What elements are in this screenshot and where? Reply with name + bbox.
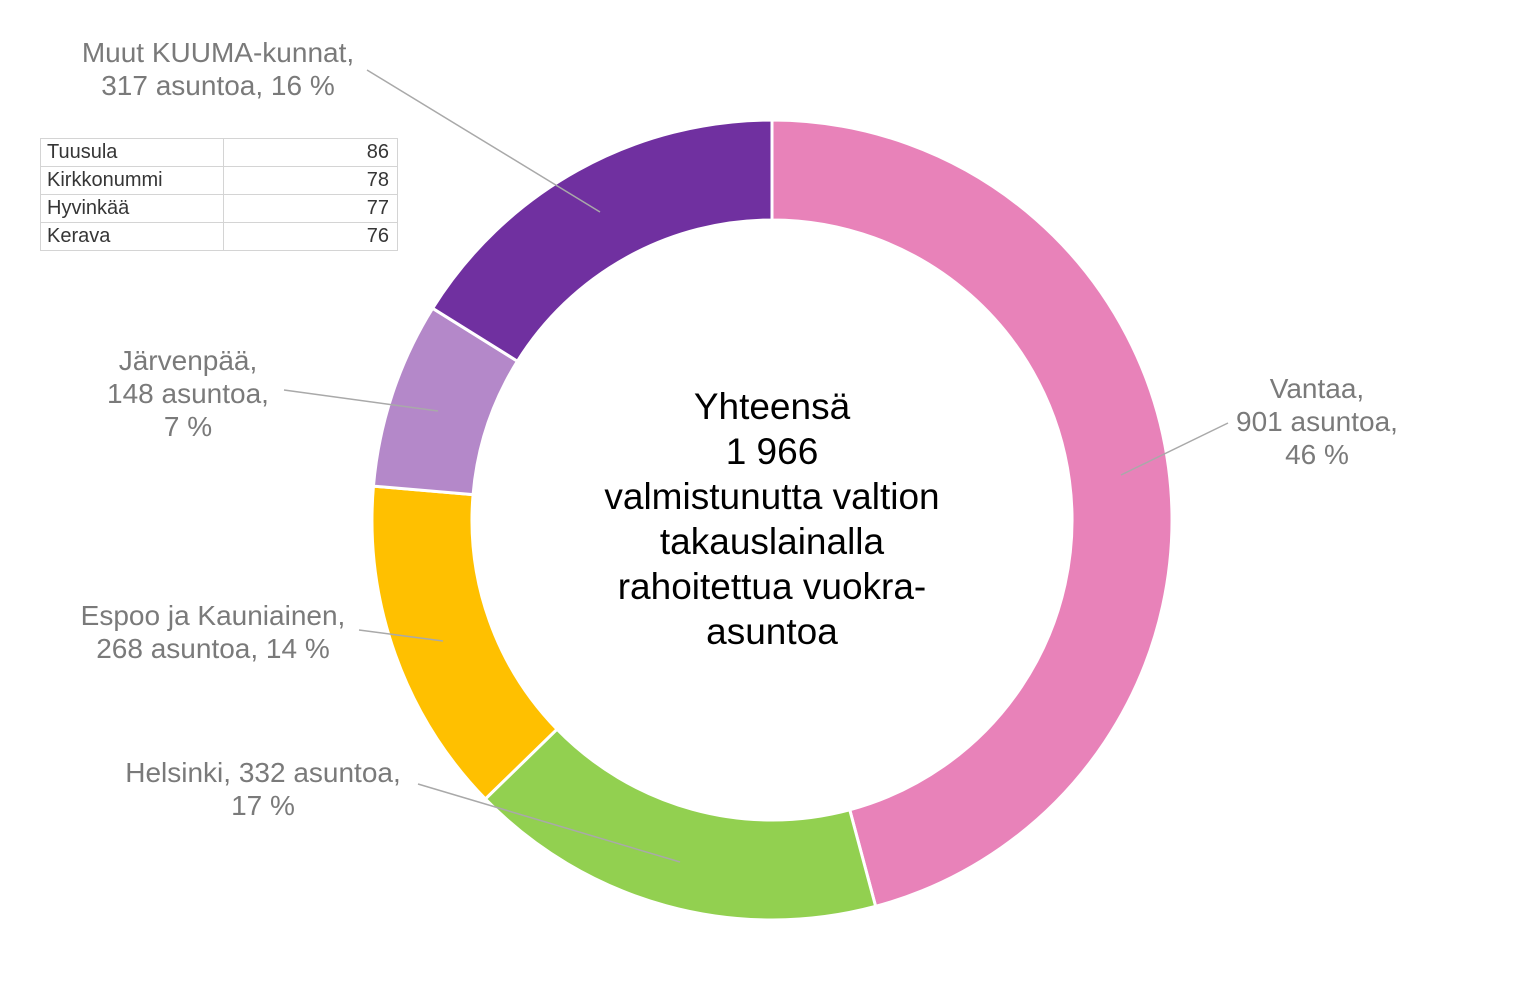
callout-label-helsinki: Helsinki, 332 asuntoa, 17 % xyxy=(13,756,513,822)
callout-label-line: Helsinki, 332 asuntoa, xyxy=(125,757,401,788)
slice-helsinki xyxy=(483,727,878,922)
kuuma-breakdown-table: Tuusula 86 Kirkkonummi 78 Hyvinkää 77 Kerava 76 xyxy=(40,138,398,251)
municipality-value-cell: 77 xyxy=(223,194,398,223)
table-row-kirkkonummi: Kirkkonummi 78 xyxy=(40,166,398,195)
callout-label-line: Vantaa, xyxy=(1269,373,1365,404)
chart-center-total: Yhteensä 1 966 valmistunutta valtion takaus… xyxy=(472,384,1072,654)
callout-label-vantaa: Vantaa, 901 asuntoa, 46 % xyxy=(1067,372,1525,471)
table-row-kerava: Kerava 76 xyxy=(40,222,398,251)
municipality-value-cell: 76 xyxy=(223,222,398,251)
municipality-value-cell: 86 xyxy=(223,138,398,167)
kuuma-breakdown-table-body: Tuusula 86 Kirkkonummi 78 Hyvinkää 77 Kerava 76 xyxy=(40,138,398,251)
callout-label-espoo-ja-kauniainen: Espoo ja Kauniainen, 268 asuntoa, 14 % xyxy=(0,599,463,665)
table-row-hyvinkaa: Hyvinkää 77 xyxy=(40,194,398,223)
center-total-line: takauslainalla xyxy=(659,521,885,562)
center-total-line: Yhteensä xyxy=(693,386,851,427)
callout-label-line: 148 asuntoa, xyxy=(107,378,269,409)
municipality-value-cell: 78 xyxy=(223,166,398,195)
center-total-line: 1 966 xyxy=(725,431,819,472)
callout-label-muut-kuuma-kunnat: Muut KUUMA-kunnat, 317 asuntoa, 16 % xyxy=(0,36,468,102)
callout-label-line: 7 % xyxy=(163,411,213,442)
callout-label-line: Järvenpää, xyxy=(118,345,258,376)
callout-label-jarvenpaa: Järvenpää, 148 asuntoa, 7 % xyxy=(0,344,438,443)
municipality-name-cell: Kirkkonummi xyxy=(40,166,224,195)
slice-vantaa xyxy=(770,118,1174,909)
center-total-line: asuntoa xyxy=(706,611,838,652)
leader-line-jarvenpaa xyxy=(283,389,439,412)
callout-label-line: Espoo ja Kauniainen, xyxy=(80,600,346,631)
leader-line-vantaa xyxy=(1120,422,1229,476)
leader-line-espoo-ja-kauniainen xyxy=(358,629,444,642)
callout-label-line: Muut KUUMA-kunnat, xyxy=(81,37,355,68)
municipality-name-cell: Hyvinkää xyxy=(40,194,224,223)
callout-label-line: 46 % xyxy=(1285,439,1349,470)
center-total-line: valmistunutta valtion xyxy=(604,476,940,517)
callout-label-line: 17 % xyxy=(231,790,295,821)
slice-muut-kuuma-kunnat xyxy=(430,118,774,364)
municipality-name-cell: Kerava xyxy=(40,222,224,251)
callout-label-line: 901 asuntoa, xyxy=(1236,406,1398,437)
callout-label-line: 268 asuntoa, 14 % xyxy=(96,633,330,664)
table-row-tuusula: Tuusula 86 xyxy=(40,138,398,167)
center-total-line: rahoitettua vuokra- xyxy=(617,566,927,607)
leader-line-helsinki xyxy=(417,783,681,863)
callout-label-line: 317 asuntoa, 16 % xyxy=(101,70,335,101)
leader-line-muut-kuuma-kunnat xyxy=(366,69,601,213)
municipality-name-cell: Tuusula xyxy=(40,138,224,167)
